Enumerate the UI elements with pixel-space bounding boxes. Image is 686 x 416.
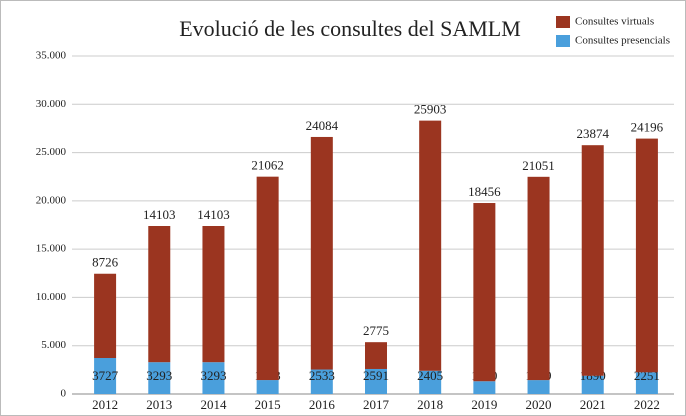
data-label: 25903	[414, 102, 447, 117]
y-tick-label: 35.000	[36, 50, 67, 62]
data-label: 18456	[468, 184, 501, 199]
legend-swatch	[556, 35, 570, 47]
bar-segment	[527, 380, 550, 394]
x-tick-label: 2016	[309, 397, 336, 412]
legend-label: Consultes virtuals	[575, 16, 654, 28]
chart-title: Evolució de les consultes del SAMLM	[179, 16, 521, 41]
bar-segment	[419, 120, 442, 371]
data-label: 14103	[197, 207, 230, 222]
bar-segment	[581, 375, 604, 394]
x-tick-label: 2014	[200, 397, 227, 412]
bar-segment	[419, 370, 442, 394]
legend-label: Consultes presencials	[575, 35, 670, 47]
x-tick-label: 2012	[92, 397, 118, 412]
bar-segment	[94, 273, 117, 359]
x-tick-label: 2019	[471, 397, 497, 412]
bar-segment	[256, 176, 279, 381]
bar-segment	[202, 226, 225, 363]
data-label: 3293	[146, 368, 172, 383]
y-tick-label: 30.000	[36, 98, 67, 110]
bar-segment	[365, 342, 387, 369]
y-tick-label: 0	[61, 388, 67, 400]
y-tick-label: 10.000	[36, 291, 67, 303]
bar-segment	[473, 381, 496, 394]
y-tick-label: 15.000	[36, 243, 67, 255]
bar-segment	[365, 368, 387, 394]
y-tick-label: 25.000	[36, 146, 67, 158]
bar-segment	[635, 372, 658, 394]
data-label: 3293	[200, 368, 226, 383]
x-tick-label: 2021	[580, 397, 606, 412]
bar-segment	[310, 136, 333, 370]
legend-swatch	[556, 16, 570, 28]
data-label: 8726	[92, 255, 119, 270]
bar-segment	[202, 362, 225, 394]
x-tick-label: 2013	[146, 397, 172, 412]
bar-segment	[473, 203, 496, 382]
data-label: 2533	[309, 368, 335, 383]
y-tick-label: 5.000	[41, 339, 66, 351]
data-label: 21062	[251, 158, 284, 173]
data-label: 2591	[363, 368, 389, 383]
data-label: 21051	[522, 158, 555, 173]
y-tick-label: 20.000	[36, 194, 67, 206]
bar-segment	[310, 369, 333, 394]
x-tick-label: 2017	[363, 397, 390, 412]
data-label: 23874	[576, 126, 609, 141]
bar-segment	[148, 226, 171, 363]
data-label: 24084	[306, 118, 339, 133]
x-tick-label: 2015	[255, 397, 281, 412]
bar-segment	[635, 138, 658, 373]
bar-segment	[581, 145, 604, 376]
data-label: 24196	[631, 120, 664, 135]
data-label: 2405	[417, 368, 443, 383]
bar-segment	[94, 358, 117, 394]
x-tick-label: 2018	[417, 397, 443, 412]
bar-segment	[148, 362, 171, 394]
data-label: 2775	[363, 323, 389, 338]
x-tick-label: 2020	[526, 397, 552, 412]
data-label: 14103	[143, 207, 176, 222]
x-tick-label: 2022	[634, 397, 660, 412]
data-label: 3727	[92, 368, 119, 383]
bar-segment	[527, 176, 550, 381]
bar-segment	[256, 380, 279, 394]
